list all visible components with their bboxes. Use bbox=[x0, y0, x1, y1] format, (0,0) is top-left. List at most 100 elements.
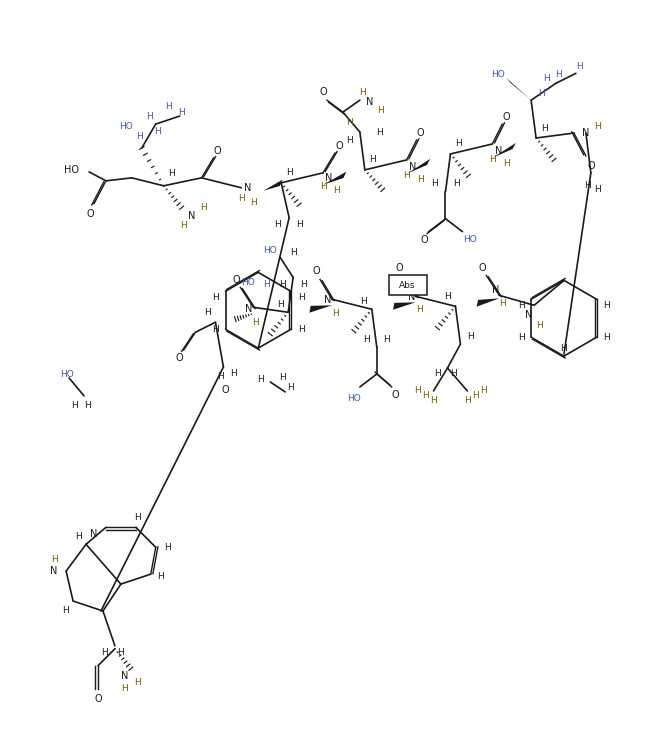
Text: H: H bbox=[279, 280, 286, 289]
Text: H: H bbox=[166, 102, 172, 111]
Text: O: O bbox=[396, 263, 404, 274]
Text: H: H bbox=[333, 309, 339, 318]
Text: N: N bbox=[325, 173, 333, 183]
Text: H: H bbox=[277, 300, 284, 309]
Text: H: H bbox=[584, 181, 591, 190]
Text: N: N bbox=[582, 128, 589, 138]
Text: H: H bbox=[416, 304, 423, 313]
Text: N: N bbox=[366, 97, 374, 107]
Text: H: H bbox=[472, 391, 479, 400]
Text: N: N bbox=[188, 211, 195, 221]
Text: H: H bbox=[376, 128, 383, 137]
Text: H: H bbox=[319, 183, 327, 191]
Text: HO: HO bbox=[464, 235, 477, 244]
Text: O: O bbox=[176, 353, 183, 363]
Text: HO: HO bbox=[347, 394, 361, 403]
Text: H: H bbox=[178, 108, 185, 117]
Text: H: H bbox=[250, 198, 257, 207]
Text: H: H bbox=[603, 301, 610, 310]
Text: O: O bbox=[86, 209, 94, 218]
Text: O: O bbox=[319, 88, 327, 97]
Text: O: O bbox=[335, 141, 343, 151]
Text: HO: HO bbox=[60, 370, 74, 379]
Text: H: H bbox=[217, 373, 224, 381]
Text: O: O bbox=[222, 385, 230, 395]
Text: H: H bbox=[168, 169, 175, 178]
Text: H: H bbox=[287, 384, 293, 393]
Text: HO: HO bbox=[492, 70, 505, 79]
Text: Abs: Abs bbox=[400, 281, 416, 290]
Text: H: H bbox=[252, 318, 259, 327]
Text: H: H bbox=[334, 186, 340, 195]
Text: H: H bbox=[121, 684, 128, 693]
Polygon shape bbox=[492, 143, 516, 158]
Text: H: H bbox=[363, 334, 370, 343]
Text: H: H bbox=[455, 139, 462, 149]
Text: H: H bbox=[576, 62, 584, 71]
Text: H: H bbox=[603, 333, 610, 342]
Text: H: H bbox=[346, 135, 353, 144]
Text: H: H bbox=[595, 122, 601, 131]
Text: H: H bbox=[489, 156, 496, 165]
Text: N: N bbox=[526, 310, 533, 320]
Text: N: N bbox=[495, 146, 502, 156]
Text: H: H bbox=[75, 532, 82, 541]
Text: N: N bbox=[492, 285, 499, 295]
Text: H: H bbox=[453, 180, 460, 188]
Text: H: H bbox=[536, 321, 542, 330]
Text: N: N bbox=[324, 295, 332, 305]
Text: H: H bbox=[417, 175, 424, 184]
Text: H: H bbox=[467, 331, 474, 340]
Text: O: O bbox=[421, 235, 428, 245]
Text: H: H bbox=[555, 70, 561, 79]
Polygon shape bbox=[310, 305, 332, 313]
Text: O: O bbox=[392, 390, 400, 400]
Text: H: H bbox=[450, 370, 457, 378]
Text: H: H bbox=[147, 111, 153, 120]
Text: H: H bbox=[70, 402, 78, 411]
Text: H: H bbox=[83, 402, 91, 411]
Text: HO: HO bbox=[119, 122, 133, 131]
Text: H: H bbox=[464, 396, 471, 405]
Text: H: H bbox=[434, 370, 441, 378]
Text: N: N bbox=[50, 566, 58, 576]
Text: O: O bbox=[214, 146, 221, 156]
Text: H: H bbox=[263, 280, 270, 289]
Polygon shape bbox=[393, 302, 415, 310]
Text: H: H bbox=[257, 375, 263, 384]
Text: HO: HO bbox=[64, 165, 79, 175]
Text: H: H bbox=[157, 571, 164, 580]
Text: H: H bbox=[204, 307, 211, 316]
Text: H: H bbox=[212, 325, 219, 334]
Text: O: O bbox=[417, 128, 424, 138]
Text: O: O bbox=[479, 263, 486, 274]
Text: H: H bbox=[62, 607, 68, 616]
Text: H: H bbox=[300, 280, 306, 289]
Text: H: H bbox=[431, 180, 438, 188]
Text: H: H bbox=[274, 220, 280, 229]
Text: H: H bbox=[444, 292, 451, 301]
Text: O: O bbox=[587, 161, 595, 171]
Text: H: H bbox=[289, 248, 297, 257]
Text: H: H bbox=[155, 126, 161, 135]
Text: H: H bbox=[542, 74, 550, 83]
Polygon shape bbox=[506, 78, 531, 100]
Text: H: H bbox=[361, 297, 367, 306]
Text: N: N bbox=[408, 292, 415, 302]
Text: N: N bbox=[91, 530, 98, 539]
Text: H: H bbox=[279, 373, 286, 382]
Text: H: H bbox=[298, 292, 304, 302]
Polygon shape bbox=[477, 298, 499, 307]
Text: H: H bbox=[298, 325, 304, 334]
Text: O: O bbox=[94, 693, 102, 704]
Text: H: H bbox=[134, 513, 141, 522]
Text: H: H bbox=[541, 123, 548, 132]
Polygon shape bbox=[323, 172, 346, 185]
Text: O: O bbox=[503, 112, 510, 122]
Text: H: H bbox=[370, 156, 376, 165]
Text: H: H bbox=[134, 678, 141, 687]
Text: H: H bbox=[180, 221, 187, 230]
Polygon shape bbox=[407, 159, 430, 174]
Text: H: H bbox=[518, 333, 525, 342]
Text: O: O bbox=[233, 275, 240, 286]
